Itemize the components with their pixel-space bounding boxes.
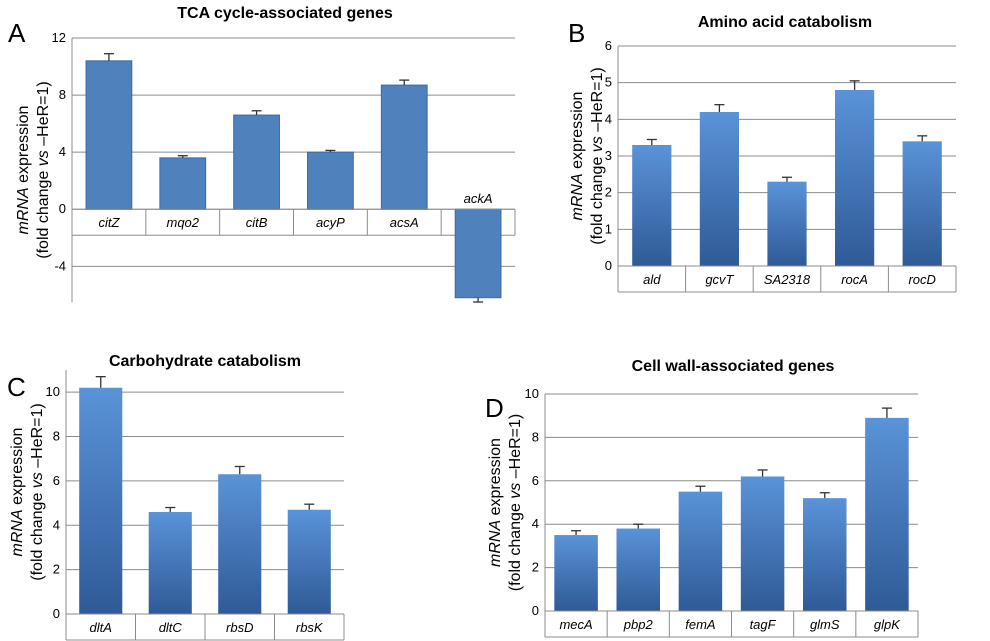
category-label: acyP xyxy=(316,215,345,230)
y-tick-label: 1 xyxy=(605,221,612,236)
bar-pbp2 xyxy=(616,528,661,611)
panel-letter: A xyxy=(8,18,26,48)
category-label: dltC xyxy=(159,620,183,635)
category-label: SA2318 xyxy=(764,272,811,287)
y-tick-label: 10 xyxy=(46,384,60,399)
category-label: rbsK xyxy=(296,620,324,635)
panel-letter: B xyxy=(568,18,585,48)
chart-title: Cell wall-associated genes xyxy=(632,358,835,375)
y-tick-label: 8 xyxy=(532,429,539,444)
y-tick-label: 8 xyxy=(59,87,66,102)
y-tick-label: 0 xyxy=(59,201,66,216)
category-label: pbp2 xyxy=(623,617,654,632)
bar-ald xyxy=(632,145,672,266)
bar-tagF xyxy=(740,476,785,611)
y-axis-label: mRNA expression(fold change vs –HeR=1) xyxy=(9,403,46,580)
y-tick-label: 4 xyxy=(532,516,539,531)
category-label: ald xyxy=(643,272,661,287)
y-tick-label: 6 xyxy=(53,473,60,488)
y-tick-label: 0 xyxy=(605,258,612,273)
category-label: citZ xyxy=(98,215,120,230)
bar-rbsD xyxy=(218,474,262,614)
y-tick-label: 5 xyxy=(605,75,612,90)
bar-glpK xyxy=(865,417,909,611)
chart-title: TCA cycle-associated genes xyxy=(177,5,393,22)
y-tick-label: 0 xyxy=(532,603,539,618)
bar-rocA xyxy=(834,90,875,266)
panel-d: D Cell wall-associated genes 0 2 4 6 8 10 mecA pb… xyxy=(485,358,919,638)
category-label: acsA xyxy=(390,215,419,230)
y-tick-label: -4 xyxy=(54,258,66,273)
y-tick-label: 3 xyxy=(605,148,612,163)
bar-acsA xyxy=(380,84,428,210)
category-label: femA xyxy=(685,617,715,632)
bar-SA2318 xyxy=(767,181,807,266)
chart-title: Amino acid catabolism xyxy=(698,14,872,31)
y-tick-label: 10 xyxy=(525,386,539,401)
panel-a: A TCA cycle-associated genes -4 0 4 8 12 citZ mq… xyxy=(8,5,516,303)
bar-glmS xyxy=(802,498,847,611)
category-label: glpK xyxy=(874,617,901,632)
panel-c: C Carbohydrate catabolism 0 2 4 6 8 10 dltA dltC r… xyxy=(7,353,345,641)
category-label: rocD xyxy=(908,272,935,287)
y-tick-label: 4 xyxy=(59,144,66,159)
y-axis-label: mRNA expression(fold change vs –HeR=1) xyxy=(569,67,606,244)
category-label: ackA xyxy=(464,191,493,206)
bar-rbsK xyxy=(287,509,331,614)
y-tick-label: 0 xyxy=(53,606,60,621)
y-tick-label: 8 xyxy=(53,429,60,444)
bar-mecA xyxy=(554,535,598,611)
bar-rocD xyxy=(902,141,942,266)
y-tick-label: 4 xyxy=(605,111,612,126)
bar-citZ xyxy=(85,60,133,210)
bar-mqo2 xyxy=(159,157,207,210)
category-label: mqo2 xyxy=(166,215,199,230)
y-axis-label: mRNA expression(fold change vs –HeR=1) xyxy=(487,414,524,591)
y-tick-label: 12 xyxy=(52,30,66,45)
category-label: mecA xyxy=(559,617,592,632)
bar-femA xyxy=(678,491,723,611)
category-label: citB xyxy=(246,215,268,230)
panel-letter: D xyxy=(485,393,504,423)
y-tick-label: 6 xyxy=(605,38,612,53)
category-label: dltA xyxy=(90,620,112,635)
y-tick-label: 2 xyxy=(532,560,539,575)
y-tick-label: 2 xyxy=(53,562,60,577)
bar-acyP xyxy=(307,151,354,210)
bar-gcvT xyxy=(699,112,740,266)
category-label: tagF xyxy=(750,617,777,632)
category-label: rocA xyxy=(841,272,868,287)
y-tick-label: 4 xyxy=(53,517,60,532)
chart-title: Carbohydrate catabolism xyxy=(109,353,301,370)
y-tick-label: 6 xyxy=(532,473,539,488)
y-axis-label: mRNA expression(fold change vs –HeR=1) xyxy=(15,81,52,258)
bar-citB xyxy=(233,114,280,210)
bar-dltC xyxy=(148,511,192,614)
category-label: glmS xyxy=(810,617,840,632)
bar-ackA xyxy=(454,208,502,299)
panel-b: B Amino acid catabolism 0 1 2 3 4 5 6 ald gcvT SA23… xyxy=(568,14,957,293)
bar-dltA xyxy=(79,387,123,614)
panel-letter: C xyxy=(7,372,26,402)
category-label: gcvT xyxy=(705,272,734,287)
y-tick-label: 2 xyxy=(605,185,612,200)
category-label: rbsD xyxy=(226,620,253,635)
